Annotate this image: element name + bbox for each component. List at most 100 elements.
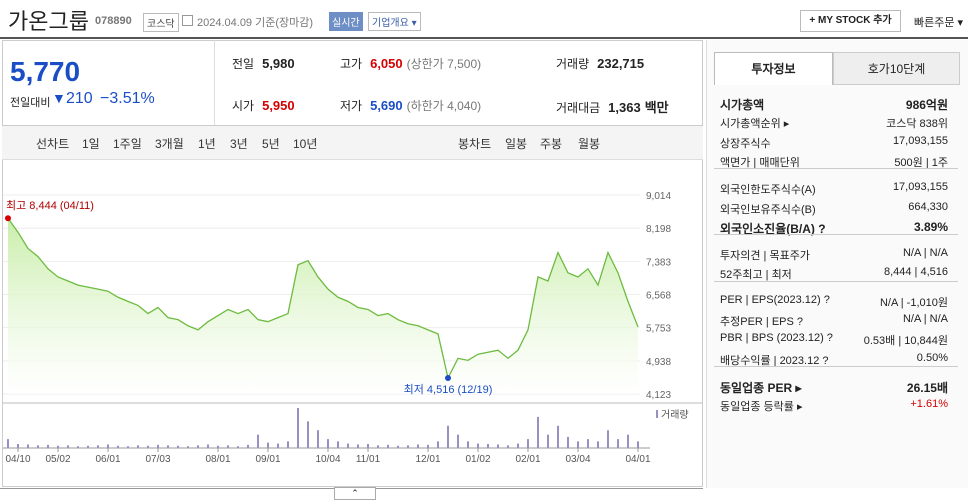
stat-extra: 백만 (644, 100, 669, 115)
info-value: N/A | N/A (902, 247, 948, 260)
orderbook-tab[interactable]: 호가10단계 (833, 52, 960, 85)
period-tab[interactable]: 1주일 (113, 137, 142, 151)
info-row: 시가총액 986억원 (720, 96, 948, 114)
period-tab[interactable]: 1일 (82, 137, 100, 151)
info-label: 시가총액 (720, 98, 765, 112)
info-row: 동일업종 PER ▸ 26.15배 (720, 379, 948, 397)
volume-bar (267, 442, 269, 448)
high-label: 최고 8,444 (04/11) (6, 199, 94, 212)
x-tick-label: 01/02 (465, 454, 490, 465)
stat: 시가 5,950 (232, 97, 295, 115)
volume-bar (497, 444, 499, 448)
volume-bar (307, 421, 309, 448)
volume-label: 거래량 (661, 409, 689, 421)
info-row: 동일업종 등락률 ▸ +1.61% (720, 398, 948, 416)
candle-tab[interactable]: 월봉 (578, 137, 601, 151)
info-row: 외국인한도주식수(A) 17,093,155 (720, 181, 948, 199)
volume-bar (187, 446, 189, 448)
stat-label: 거래량 (556, 57, 590, 71)
stat-label: 고가 (340, 57, 363, 71)
x-tick-label: 04/10 (5, 454, 30, 465)
info-value: 3.89% (913, 219, 948, 234)
volume-bar (127, 446, 129, 448)
volume-bar (317, 430, 319, 448)
volume-bar (517, 443, 519, 448)
stat: 고가 6,050 (상한가 7,500) (340, 55, 481, 73)
period-tab[interactable]: 1년 (198, 137, 216, 151)
down-arrow: ▼ (52, 90, 66, 106)
x-tick-label: 11/01 (356, 454, 381, 465)
volume-bar (527, 439, 529, 448)
low-dot (445, 375, 451, 382)
volume-bar (627, 434, 629, 448)
volume-bar (87, 445, 89, 448)
y-tick-label: 9,014 (646, 191, 671, 202)
quick-order[interactable]: 빠른주문 ▾ (914, 17, 964, 29)
volume-bar (107, 444, 109, 448)
info-value: +1.61% (910, 398, 948, 411)
info-label: 동일업종 PER ▸ (720, 380, 802, 395)
period-tab[interactable]: 10년 (293, 137, 318, 151)
stat-extra: (상한가 7,500) (406, 57, 482, 71)
period-tab[interactable]: 5년 (262, 137, 280, 151)
period-tab[interactable]: 3개월 (155, 137, 184, 151)
volume-bar (587, 439, 589, 448)
period-tab[interactable]: 3년 (230, 137, 248, 151)
info-value: 8,444 | 4,516 (883, 266, 948, 279)
x-tick-label: 04/01 (625, 454, 650, 465)
volume-bar (437, 441, 439, 448)
x-tick-label: 09/01 (255, 454, 280, 465)
overview-button[interactable]: 기업개요 ▾ (368, 12, 421, 31)
x-tick-label: 02/01 (515, 454, 540, 465)
volume-legend-mark (656, 410, 658, 418)
volume-bar (457, 434, 459, 448)
info-label: 52주최고 | 최저 (720, 269, 792, 282)
volume-bar (277, 443, 279, 448)
info-value: 17,093,155 (892, 181, 948, 194)
info-label: 외국인한도주식수(A) (720, 184, 816, 197)
tab-candle: 봉차트 (458, 137, 492, 151)
x-tick-label: 05/02 (45, 454, 70, 465)
header-line (0, 37, 968, 39)
volume-bar (27, 444, 29, 448)
stock-name: 가온그룹 (8, 9, 89, 34)
info-row: 액면가 | 매매단위 500원 | 1주 (720, 154, 948, 172)
collapse-button[interactable]: ⌃ (334, 487, 376, 500)
change-rate: −3.51% (100, 90, 155, 107)
volume-bar (137, 445, 139, 448)
stat-value: 5,980 (262, 56, 295, 71)
stat-value: 5,690 (370, 98, 403, 113)
volume-bar (37, 445, 39, 448)
candle-tab[interactable]: 주봉 (540, 137, 563, 151)
price-area (8, 218, 638, 394)
info-tab[interactable]: 투자정보 (714, 52, 833, 85)
y-tick-label: 6,568 (646, 291, 671, 302)
y-tick-label: 4,123 (646, 390, 671, 401)
current-price: 5,770 (10, 56, 81, 87)
volume-bar (297, 408, 299, 448)
candle-tab[interactable]: 일봉 (505, 137, 528, 151)
volume-bar (507, 445, 509, 448)
volume-bar (637, 441, 639, 448)
info-row: PBR | BPS (2023.12) ? 0.53배 | 10,844원 (720, 332, 948, 350)
info-value: 26.15배 (906, 380, 948, 395)
volume-bar (97, 445, 99, 448)
info-row: 외국인소진율(B/A) ? 3.89% (720, 220, 948, 238)
volume-bar (157, 444, 159, 448)
mystock-button[interactable]: + MY STOCK 추가 (800, 10, 901, 32)
volume-bar (567, 436, 569, 448)
x-tick-label: 10/04 (315, 454, 340, 465)
y-tick-label: 7,383 (646, 257, 671, 268)
volume-bar (247, 444, 249, 448)
volume-bar (197, 445, 199, 448)
info-value: 코스닥 838위 (886, 118, 948, 131)
volume-bar (257, 434, 259, 448)
info-row: 52주최고 | 최저 8,444 | 4,516 (720, 266, 948, 284)
info-label: PER | EPS(2023.12) ? (720, 293, 830, 306)
volume-bar (177, 445, 179, 448)
volume-bar (467, 441, 469, 448)
realtime-badge[interactable]: 실시간 (329, 12, 363, 31)
info-row: 외국인보유주식수(B) 664,330 (720, 201, 948, 219)
stat-label: 저가 (340, 99, 363, 113)
